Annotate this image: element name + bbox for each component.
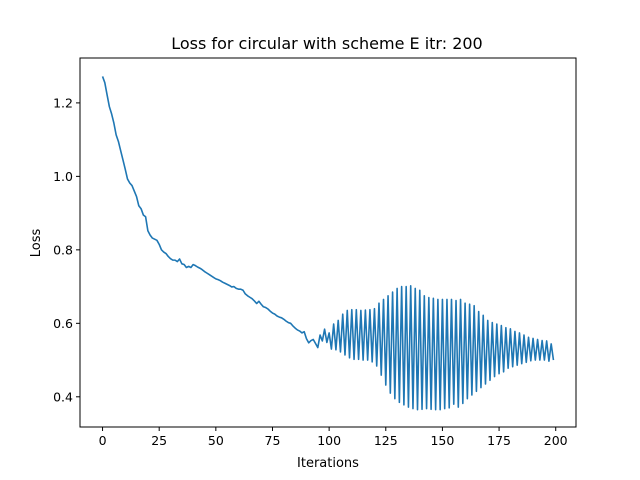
series-line-0	[101, 76, 555, 411]
y-axis: 0.4 0.6 0.8 1.0 1.2	[53, 95, 80, 404]
y-tick-label: 0.6	[53, 316, 73, 331]
x-tick-label: 25	[151, 433, 167, 448]
x-tick-label: 75	[265, 433, 281, 448]
x-axis-label: Iterations	[297, 456, 359, 471]
x-tick-label: 175	[487, 433, 511, 448]
y-tick-label: 0.8	[53, 242, 73, 257]
x-tick-label: 100	[317, 433, 341, 448]
plot-frame	[79, 57, 577, 428]
x-tick-label: 0	[99, 433, 107, 448]
y-tick-label: 0.4	[53, 389, 73, 404]
x-tick-label: 150	[430, 433, 454, 448]
y-axis-label: Loss	[29, 229, 44, 258]
y-tick-label: 1.2	[53, 95, 73, 110]
x-tick-label: 200	[544, 433, 568, 448]
y-tick-label: 1.0	[53, 169, 73, 184]
x-tick-label: 125	[374, 433, 398, 448]
x-axis: 0 25 50 75 100 125 150 175 200	[99, 427, 568, 448]
chart-title: Loss for circular with scheme E itr: 200	[171, 34, 482, 53]
x-tick-label: 50	[208, 433, 224, 448]
plot-area	[101, 76, 555, 411]
